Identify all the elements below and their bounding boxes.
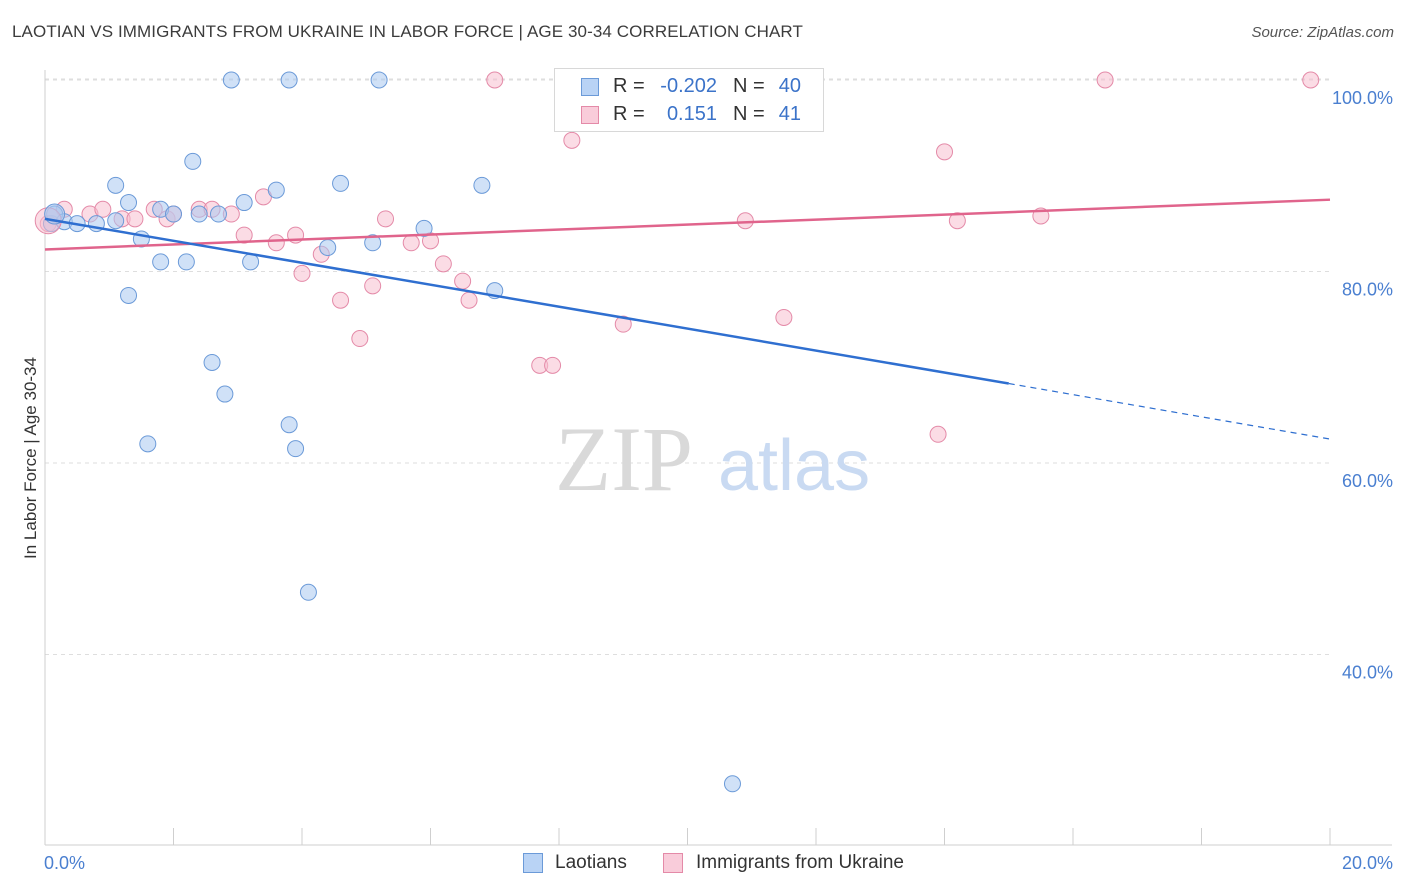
laotian-point [222, 71, 240, 89]
laotian-trendline-extension [1008, 382, 1331, 440]
chart-title: LAOTIAN VS IMMIGRANTS FROM UKRAINE IN LA… [12, 22, 803, 41]
legend-label-laotians: Laotians [555, 852, 627, 873]
ukraine-point [332, 291, 350, 309]
laotian-point [370, 71, 388, 89]
legend-swatch-blue [581, 78, 599, 96]
legend-r-value: 0.151 [666, 103, 717, 125]
y-tick-label: 80.0% [1342, 280, 1393, 300]
ukraine-point [614, 315, 632, 333]
ukraine-point [235, 226, 253, 244]
laotian-point [473, 176, 491, 194]
legend-n-label: N = [733, 103, 765, 125]
source-label: Source: ZipAtlas.com [1251, 24, 1394, 41]
laotian-point [415, 219, 433, 237]
ukraine-point [377, 210, 395, 228]
ukraine-point [364, 277, 382, 295]
laotian-point [190, 205, 208, 223]
legend-swatch-pink [581, 106, 599, 124]
ukraine-point [293, 264, 311, 282]
legend-r-label: R = [613, 103, 645, 125]
laotian-point [280, 71, 298, 89]
ukraine-point [460, 291, 478, 309]
watermark-atlas: atlas [718, 426, 870, 506]
watermark: ZIP atlas [555, 408, 870, 510]
laotian-trendline [44, 217, 1009, 385]
laotian-point [139, 435, 157, 453]
laotian-point [120, 194, 138, 212]
ukraine-point [544, 356, 562, 374]
legend-row-laotians: R = -0.202 N = 40 [555, 73, 823, 101]
legend-swatch-pink [663, 853, 683, 873]
ukraine-point [454, 272, 472, 290]
ukraine-point [267, 234, 285, 252]
ukraine-point [1096, 71, 1114, 89]
ukraine-point [351, 330, 369, 348]
y-tick-label: 40.0% [1342, 663, 1393, 683]
laotian-point [364, 234, 382, 252]
legend-label-ukraine: Immigrants from Ukraine [696, 852, 904, 873]
laotian-point [120, 286, 138, 304]
bottom-legend: Laotians Immigrants from Ukraine [0, 852, 1406, 878]
laotian-point [165, 205, 182, 223]
laotian-point [107, 176, 125, 194]
x-tick-label: 0.0% [44, 853, 85, 873]
ukraine-point [402, 234, 420, 252]
laotian-point [299, 583, 317, 601]
ukraine-point [936, 143, 953, 161]
laotian-point [242, 253, 260, 271]
laotian-point [723, 775, 741, 793]
laotian-point [267, 181, 285, 199]
laotian-point [107, 212, 125, 230]
legend-r-label: R = [613, 75, 645, 97]
y-axis-title: In Labor Force | Age 30-34 [21, 357, 40, 559]
ukraine-trendline [44, 198, 1331, 251]
ukraine-point [1302, 71, 1320, 89]
ukraine-point [563, 131, 581, 149]
laotian-point [235, 194, 253, 212]
laotian-point [203, 353, 221, 371]
laotian-point [184, 152, 202, 170]
x-axis-labels: 0.0% 20.0% [44, 853, 1393, 873]
ukraine-point [434, 255, 452, 273]
ukraine-point [486, 71, 504, 89]
ukraine-point [929, 425, 947, 443]
legend-n-value: 41 [778, 103, 801, 125]
y-tick-label: 60.0% [1342, 471, 1393, 491]
ukraine-point [775, 308, 793, 326]
legend-r-value: -0.202 [660, 75, 717, 97]
legend-row-ukraine: R = 0.151 N = 41 [555, 101, 823, 129]
laotian-point [332, 174, 350, 192]
laotian-point [319, 239, 337, 257]
laotian-point [152, 253, 170, 271]
gridlines [45, 78, 1330, 655]
trendlines [44, 198, 1331, 440]
x-tick-label: 20.0% [1342, 853, 1393, 873]
stats-legend: R = -0.202 N = 40 R = 0.151 N = 41 [554, 68, 824, 132]
laotian-point [280, 416, 298, 434]
ukraine-point [736, 212, 754, 230]
ukraine-point [126, 210, 144, 228]
legend-n-value: 40 [778, 75, 801, 97]
legend-swatch-blue [523, 853, 543, 873]
laotian-point [177, 253, 195, 271]
legend-n-label: N = [733, 75, 765, 97]
y-axis-labels: 40.0% 60.0% 80.0% 100.0% [1332, 88, 1393, 683]
ukraine-point [94, 200, 112, 218]
y-tick-label: 100.0% [1332, 88, 1393, 108]
ukraine-point [948, 212, 966, 230]
laotian-point [209, 205, 227, 223]
watermark-zip: ZIP [555, 408, 693, 510]
laotian-point [216, 385, 234, 403]
axes [44, 70, 1392, 846]
laotian-point [287, 440, 305, 458]
